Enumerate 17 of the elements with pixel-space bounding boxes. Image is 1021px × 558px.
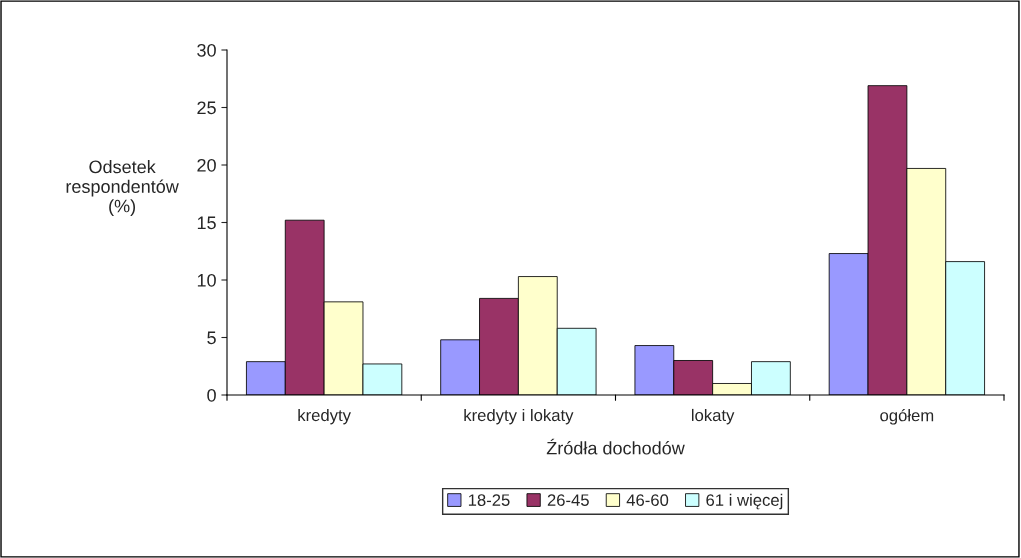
y-tick-label: 20: [197, 158, 216, 172]
legend-label: 18-25: [468, 494, 510, 507]
y-tick-label: 0: [207, 388, 216, 402]
y-tick-label: 25: [197, 101, 216, 115]
y-axis-title: Odsetek respondentów (%): [66, 160, 179, 216]
x-tick-label: kredyty: [298, 408, 351, 425]
x-tick-label: ogółem: [880, 408, 934, 425]
legend-label: 61 i więcej: [706, 493, 783, 510]
y-tick-label: 5: [207, 331, 216, 345]
legend-label: 26-45: [547, 494, 589, 507]
y-tick-label: 10: [197, 273, 216, 287]
y-tick-label: 30: [197, 43, 216, 57]
y-tick-label: 15: [197, 216, 216, 230]
x-axis-title: Źródła dochodów: [546, 438, 685, 455]
legend-label: 46-60: [626, 494, 669, 507]
x-tick-label: lokaty: [691, 408, 735, 425]
x-tick-label: kredyty i lokaty: [464, 408, 574, 425]
